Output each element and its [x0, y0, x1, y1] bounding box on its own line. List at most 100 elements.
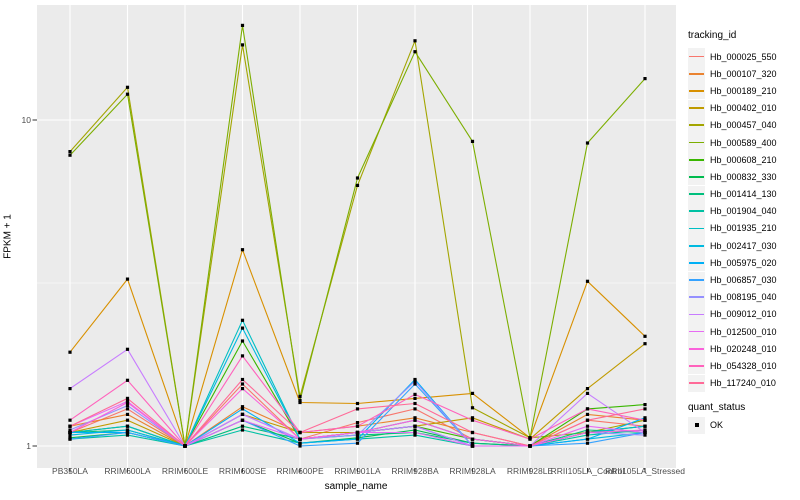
data-point	[470, 418, 475, 422]
data-point	[240, 248, 245, 252]
data-point	[68, 424, 72, 428]
line-swatch-icon	[689, 141, 704, 144]
data-point	[470, 416, 475, 420]
data-point	[125, 92, 130, 96]
legend-items: Hb_000025_550 Hb_000107_320 Hb_000189_210 H…	[688, 48, 798, 392]
data-point	[585, 391, 590, 395]
legend-item: Hb_001904_040	[688, 202, 798, 220]
data-point	[125, 85, 130, 89]
data-point	[413, 396, 417, 400]
data-point	[585, 279, 590, 283]
line-swatch-icon	[689, 72, 704, 75]
legend-label: Hb_054328_010	[710, 360, 777, 371]
data-point	[413, 424, 417, 428]
square-point-icon	[694, 423, 699, 428]
data-point	[355, 421, 360, 425]
data-point	[240, 407, 245, 411]
data-point	[643, 418, 647, 422]
data-point	[298, 437, 302, 441]
legend-label: Hb_008195_040	[710, 292, 777, 303]
x-tick-label: RRIM600PE	[276, 466, 324, 476]
line-swatch-icon	[689, 347, 704, 350]
line-swatch-icon	[689, 244, 704, 247]
data-point	[240, 43, 245, 47]
data-point	[413, 382, 417, 386]
legend-label: Hb_000589_400	[710, 137, 777, 148]
data-point	[125, 404, 130, 408]
data-point	[355, 407, 360, 411]
legend-key-swatch	[688, 99, 705, 117]
data-point	[643, 424, 647, 428]
x-tick-label: RRIM600LA	[104, 466, 151, 476]
data-point	[125, 424, 130, 428]
legend-item: Hb_000025_550	[688, 48, 798, 66]
data-point	[298, 400, 302, 405]
data-point	[68, 418, 72, 422]
data-point	[355, 430, 360, 435]
data-point	[240, 382, 245, 386]
legend-item: Hb_000189_210	[688, 82, 798, 100]
legend: tracking_id Hb_000025_550 Hb_000107_320 Hb…	[688, 30, 798, 434]
data-point	[585, 430, 590, 435]
data-point	[125, 433, 130, 437]
legend-key-swatch	[688, 357, 705, 375]
legend-item: Hb_009012_010	[688, 305, 798, 323]
data-point	[240, 405, 245, 409]
legend-key-swatch	[688, 151, 705, 169]
data-point	[643, 77, 647, 81]
data-point	[125, 428, 130, 432]
data-point	[68, 350, 72, 354]
data-point	[585, 141, 590, 145]
legend-title-tracking-id: tracking_id	[688, 30, 737, 41]
data-point	[413, 377, 417, 382]
x-tick-label: RRII105LA_Stressed	[605, 466, 685, 476]
data-point	[240, 412, 245, 416]
data-point	[643, 430, 647, 435]
data-point	[413, 392, 417, 396]
legend-label: Hb_000402_010	[710, 103, 777, 114]
panel-background	[37, 5, 676, 468]
legend-key-swatch	[688, 340, 705, 358]
data-point	[125, 418, 130, 422]
x-tick-label: RRII105LA_Control	[550, 466, 625, 476]
data-point	[643, 433, 647, 437]
legend-item: Hb_002417_030	[688, 237, 798, 255]
legend-key-swatch	[688, 288, 705, 306]
legend-item: Hb_008195_040	[688, 288, 798, 306]
data-point	[643, 428, 647, 432]
data-point	[470, 406, 475, 410]
legend-item: Hb_000608_210	[688, 151, 798, 169]
data-point	[68, 150, 72, 154]
legend-key-swatch	[688, 254, 705, 272]
data-point	[413, 50, 417, 54]
legend-label: Hb_000832_330	[710, 171, 777, 182]
data-point	[643, 407, 647, 411]
line-swatch-icon	[689, 210, 704, 213]
line-swatch-icon	[689, 279, 704, 281]
legend-item: Hb_117240_010	[688, 374, 798, 392]
legend-key-swatch	[688, 168, 705, 186]
legend-key-swatch	[688, 323, 705, 341]
legend-key-swatch	[688, 48, 705, 66]
legend-item: Hb_012500_010	[688, 323, 798, 341]
legend-item-ok: OK	[688, 416, 798, 434]
legend-key-swatch	[688, 237, 705, 255]
data-point	[240, 387, 245, 391]
legend-label: Hb_000189_210	[710, 85, 777, 96]
data-point	[413, 416, 417, 420]
data-point	[528, 444, 532, 448]
data-point	[643, 403, 647, 407]
legend-key-swatch	[688, 185, 705, 203]
data-point	[298, 441, 302, 445]
data-point	[643, 416, 647, 420]
legend-label: Hb_001414_130	[710, 189, 777, 200]
line-swatch-icon	[689, 313, 704, 316]
legend-item: Hb_000402_010	[688, 99, 798, 117]
data-point	[240, 339, 245, 343]
legend-label: Hb_001904_040	[710, 206, 777, 217]
data-point	[413, 430, 417, 435]
data-point	[68, 153, 72, 157]
legend-label: Hb_001935_210	[710, 223, 777, 234]
data-point	[470, 430, 475, 435]
data-point	[125, 407, 130, 411]
